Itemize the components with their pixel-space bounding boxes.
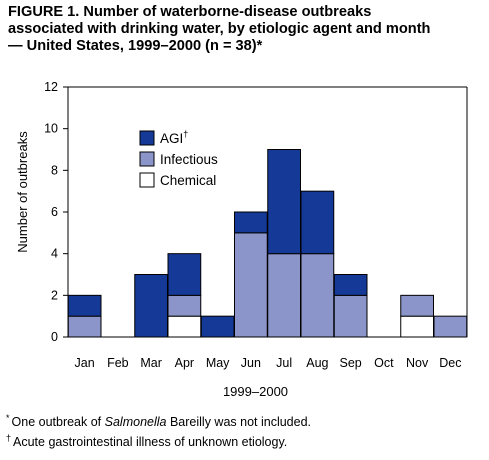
legend-swatch-chemical (139, 172, 155, 188)
footnote-star-italic: Salmonella (104, 415, 167, 430)
footnote-star-pre: One outbreak of (11, 415, 105, 430)
x-tick-label-apr: Apr (175, 356, 194, 370)
bar-infectious-aug (300, 253, 335, 338)
footnote-dagger-mark: † (6, 433, 12, 444)
bar-infectious-jul (267, 253, 301, 338)
x-tick-label-dec: Dec (439, 356, 461, 370)
y-tick-label-4: 4 (51, 247, 58, 261)
x-axis-title: 1999–2000 (223, 384, 288, 399)
x-tick-label-sep: Sep (340, 356, 362, 370)
x-tick-label-oct: Oct (374, 356, 394, 370)
bar-agi-sep (333, 274, 368, 296)
stacked-bar-chart: 0 2 4 6 8 10 12 Jan Feb Mar Apr May Jun Jul Aug Sep Oct N… (15, 80, 468, 399)
title-line-2: associated with drinking water, by etiol… (8, 21, 431, 37)
bar-agi-aug (300, 190, 335, 255)
x-tick-label-feb: Feb (107, 356, 129, 370)
footnote-dagger-text: Acute gastrointestinal illness of unknow… (13, 435, 288, 450)
y-tick-label-6: 6 (51, 205, 58, 219)
title-line-1: FIGURE 1. Number of waterborne-disease o… (8, 4, 372, 20)
legend-swatch-infectious (139, 151, 155, 167)
bar-chemical-nov (400, 315, 434, 338)
x-tick-label-nov: Nov (406, 356, 429, 370)
x-tick-label-aug: Aug (306, 356, 328, 370)
y-tick-label-2: 2 (51, 288, 58, 302)
x-tick-label-jun: Jun (241, 356, 261, 370)
bar-agi-apr (167, 253, 202, 296)
x-tick-label-may: May (206, 356, 230, 370)
legend-label-chemical: Chemical (160, 173, 216, 188)
y-tick-label-8: 8 (51, 163, 58, 177)
footnote-star-mark: * (6, 413, 10, 423)
bar-agi-may (200, 315, 235, 338)
legend-label-agi: AGI† (160, 129, 188, 146)
title-line-3: — United States, 1999–2000 (n = 38)* (8, 38, 263, 54)
y-tick-label-12: 12 (44, 80, 58, 94)
bar-infectious-apr (167, 294, 202, 317)
bar-infectious-nov (400, 294, 434, 317)
bar-agi-mar (134, 274, 168, 338)
bar-infectious-dec (433, 315, 468, 338)
legend-mark-agi: † (183, 129, 188, 139)
bar-agi-jul (267, 149, 301, 255)
footnote-star-post: Bareilly was not included. (166, 415, 312, 430)
bar-agi-jan (67, 294, 102, 317)
figure-title: FIGURE 1. Number of waterborne-disease o… (8, 4, 483, 55)
bar-infectious-sep (333, 294, 368, 338)
bar-chemical-apr (167, 315, 202, 338)
footnotes: * One outbreak of Salmonella Bareilly was… (6, 410, 311, 450)
bar-agi-jun (234, 211, 268, 234)
legend-swatch-agi (139, 130, 155, 146)
x-tick-label-jan: Jan (75, 356, 95, 370)
x-tick-label-mar: Mar (140, 356, 162, 370)
y-axis-title: Number of outbreaks (15, 131, 30, 253)
y-tick-label-0: 0 (51, 330, 58, 344)
bar-infectious-jun (234, 232, 268, 338)
x-tick-label-jul: Jul (276, 356, 292, 370)
y-tick-label-10: 10 (44, 122, 58, 136)
footnote-excluded: * One outbreak of Salmonella Bareilly was… (6, 410, 311, 430)
bar-infectious-jan (67, 315, 102, 338)
footnote-agi: † Acute gastrointestinal illness of unkno… (6, 430, 311, 450)
legend-label-infectious: Infectious (160, 152, 218, 167)
